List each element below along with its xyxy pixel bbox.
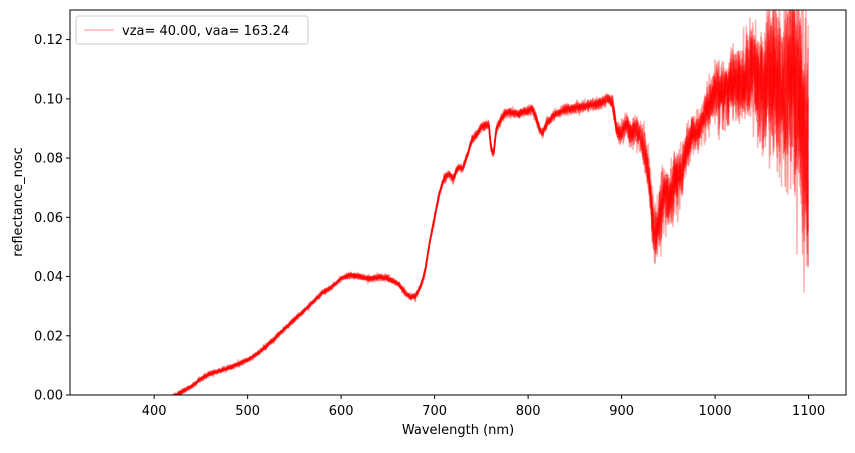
- legend: vza= 40.00, vaa= 163.24: [75, 15, 309, 45]
- y-tick-label: 0.04: [34, 270, 63, 285]
- spectrum-line: [173, 10, 809, 395]
- x-axis-ticks: 400 500 600 700 800 900 1000 1100: [142, 395, 825, 419]
- x-tick-label: 600: [329, 404, 354, 419]
- y-tick-label: 0.08: [34, 152, 63, 167]
- spectrum-line: [173, 10, 809, 395]
- y-tick-label: 0.00: [34, 389, 63, 404]
- y-tick-label: 0.06: [34, 211, 63, 226]
- spectrum-line: [173, 10, 809, 395]
- y-axis-ticks: 0.00 0.02 0.04 0.06 0.08 0.10 0.12: [34, 33, 70, 404]
- legend-label: vza= 40.00, vaa= 163.24: [122, 24, 289, 39]
- x-tick-label: 500: [235, 404, 260, 419]
- series-layer: [172, 10, 809, 395]
- y-tick-label: 0.10: [34, 92, 63, 107]
- spectrum-line: [174, 10, 809, 395]
- x-tick-label: 1000: [699, 404, 732, 419]
- spectrum-line: [172, 16, 809, 395]
- spectrum-line: [175, 10, 809, 395]
- x-tick-label: 700: [422, 404, 447, 419]
- x-tick-label: 900: [609, 404, 634, 419]
- plot-frame: [69, 9, 847, 396]
- legend-box: [75, 15, 309, 45]
- y-tick-label: 0.02: [34, 329, 63, 344]
- x-tick-label: 1100: [792, 404, 825, 419]
- x-tick-label: 400: [142, 404, 167, 419]
- spectrum-line: [172, 10, 809, 395]
- spectrum-line: [172, 10, 809, 395]
- x-tick-label: 800: [516, 404, 541, 419]
- y-axis-label: reflectance_nosc: [11, 147, 26, 256]
- spectrum-line: [174, 10, 809, 395]
- spectrum-line: [172, 10, 809, 395]
- spectrum-line: [173, 10, 809, 395]
- plot-area: [70, 10, 846, 395]
- spectrum-line: [172, 10, 809, 395]
- x-axis-label: Wavelength (nm): [402, 423, 514, 438]
- y-tick-label: 0.12: [34, 33, 63, 48]
